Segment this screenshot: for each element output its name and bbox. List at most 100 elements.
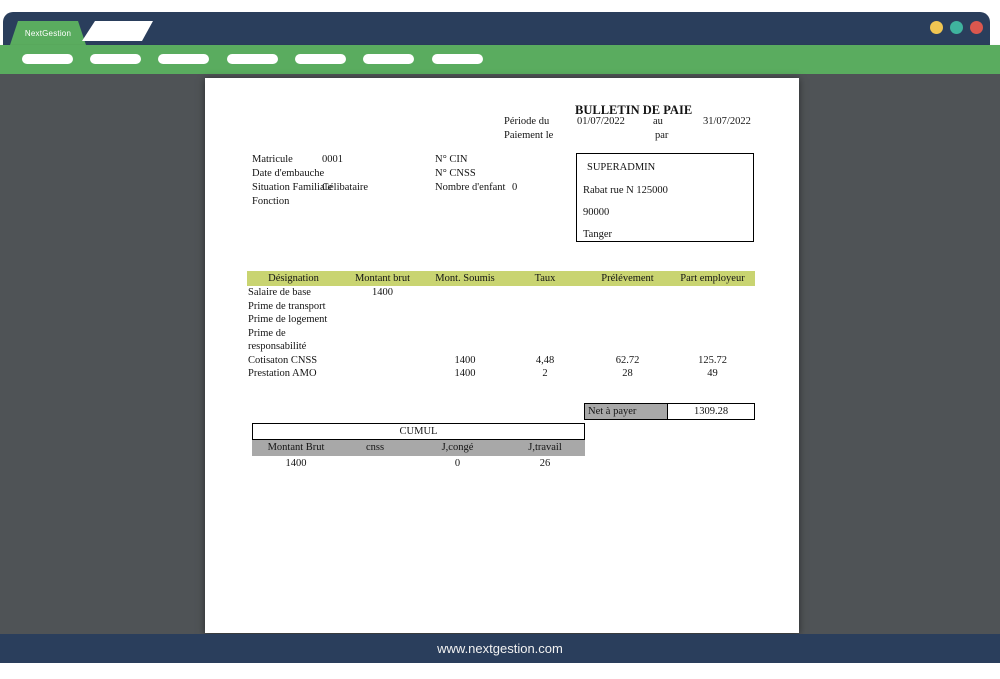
periode-au-label: au [653,116,663,127]
cell-prelevement: 28 [622,368,633,379]
cell-mont-soumis [425,300,505,314]
salary-table: Désignation Montant brut Mont. Soumis Ta… [247,271,755,381]
cumul-value-montant-brut: 1400 [285,458,307,469]
cell-taux [505,313,585,327]
footer-bar: www.nextgestion.com [0,634,1000,663]
employer-name: SUPERADMIN [587,162,656,173]
cell-prelevement [585,313,670,327]
table-row: Prime de logement [247,313,755,327]
cell-montant-brut [340,300,425,314]
cumul-header-cnss: cnss [365,442,385,453]
col-header-taux: Taux [505,271,585,286]
field-label-matricule: Matricule [252,154,293,165]
cell-prelevement [585,327,670,354]
table-row: Prime de responsabilité [247,327,755,354]
cell-designation: Prime de transport [248,300,326,312]
employer-address-box: SUPERADMIN Rabat rue N 125000 90000 Tang… [576,153,754,242]
cell-part-employeur [670,313,755,327]
cell-taux: 2 [542,368,548,379]
cell-part-employeur [670,286,755,300]
cell-montant-brut [340,354,425,368]
menu-pill[interactable] [227,54,278,64]
cumul-header-jtravail: J,travail [528,442,562,453]
tab-nextgestion[interactable]: NextGestion [10,21,86,45]
periode-label: Période du [504,116,550,127]
cell-mont-soumis [425,313,505,327]
employer-city: Tanger [583,229,612,240]
cell-taux: 4,48 [535,354,555,366]
paiement-label: Paiement le [504,130,554,141]
cell-designation: Prestation AMO [248,368,317,379]
employer-postal-code: 90000 [583,207,610,218]
field-label-fonction: Fonction [252,196,290,207]
field-label-cin: N° CIN [435,154,468,165]
cumul-title: CUMUL [252,423,585,440]
cell-part-employeur [670,300,755,314]
cell-mont-soumis: 1400 [454,354,476,366]
cell-designation: Prime de responsabilité [248,327,307,353]
cell-designation: Cotisaton CNSS [248,354,318,366]
cell-mont-soumis [425,327,505,354]
periode-end-date: 31/07/2022 [703,116,751,127]
field-label-nombre-enfant: Nombre d'enfant [435,182,506,193]
table-row: Prime de transport [247,300,755,314]
window-close-dot[interactable] [970,21,983,34]
tab-new-blank[interactable] [82,21,153,41]
menu-pill[interactable] [363,54,414,64]
cell-designation: Prime de logement [248,314,328,325]
payslip-page: BULLETIN DE PAIE Période du 01/07/2022 a… [205,78,799,633]
paiement-par-label: par [655,130,669,141]
cumul-header-montant-brut: Montant Brut [267,442,325,453]
col-header-prelevement: Prélévement [585,271,670,286]
menu-toolbar [0,45,1000,74]
window-minimize-dot[interactable] [930,21,943,34]
field-label-situation-familiale: Situation Familiale [252,182,333,193]
cell-montant-brut [340,367,425,381]
cumul-table: CUMUL Montant Brut cnss J,congé J,travai… [252,423,585,471]
cumul-values-row: 1400 0 26 [252,456,585,471]
page-title: BULLETIN DE PAIE [575,103,693,117]
menu-pill[interactable] [432,54,483,64]
col-header-part-employeur: Part employeur [670,271,755,286]
menu-pill[interactable] [158,54,209,64]
cell-taux [505,300,585,314]
cell-part-employeur: 125.72 [698,354,727,366]
field-label-cnss: N° CNSS [435,168,476,179]
field-label-date-embauche: Date d'embauche [252,168,325,179]
footer-url: www.nextgestion.com [437,641,563,656]
net-a-payer-value: 1309.28 [667,403,755,420]
cell-part-employeur [670,327,755,354]
cell-prelevement [585,286,670,300]
field-value-nombre-enfant: 0 [512,182,518,193]
cell-mont-soumis: 1400 [454,368,476,379]
employer-address: Rabat rue N 125000 [583,185,668,196]
net-a-payer-label: Net à payer [584,403,668,420]
field-value-situation-familiale: Célibataire [322,182,369,193]
menu-pill[interactable] [90,54,141,64]
col-header-designation: Désignation [247,271,340,286]
cell-prelevement: 62.72 [615,354,640,366]
cell-taux [505,286,585,300]
periode-start-date: 01/07/2022 [577,116,625,127]
window-maximize-dot[interactable] [950,21,963,34]
table-row: Cotisaton CNSS 1400 4,48 62.72 125.72 [247,354,755,368]
cell-part-employeur: 49 [707,368,718,379]
browser-title-bar: NextGestion [3,12,990,45]
cell-montant-brut [340,313,425,327]
tab-label: NextGestion [24,28,72,38]
field-value-matricule: 0001 [322,154,343,165]
cell-prelevement [585,300,670,314]
cell-montant-brut: 1400 [372,287,393,298]
table-row: Salaire de base 1400 [247,286,755,300]
menu-pill[interactable] [295,54,346,64]
cumul-value-jconge: 0 [454,458,461,469]
table-row: Prestation AMO 1400 2 28 49 [247,367,755,381]
cumul-header-jconge: J,congé [441,442,474,453]
cumul-value-cnss [340,456,410,471]
cumul-value-jtravail: 26 [539,458,551,469]
menu-pill[interactable] [22,54,73,64]
col-header-mont-soumis: Mont. Soumis [425,271,505,286]
cell-taux [505,327,585,354]
cumul-header-row: Montant Brut cnss J,congé J,travail [252,440,585,456]
cell-mont-soumis [425,286,505,300]
